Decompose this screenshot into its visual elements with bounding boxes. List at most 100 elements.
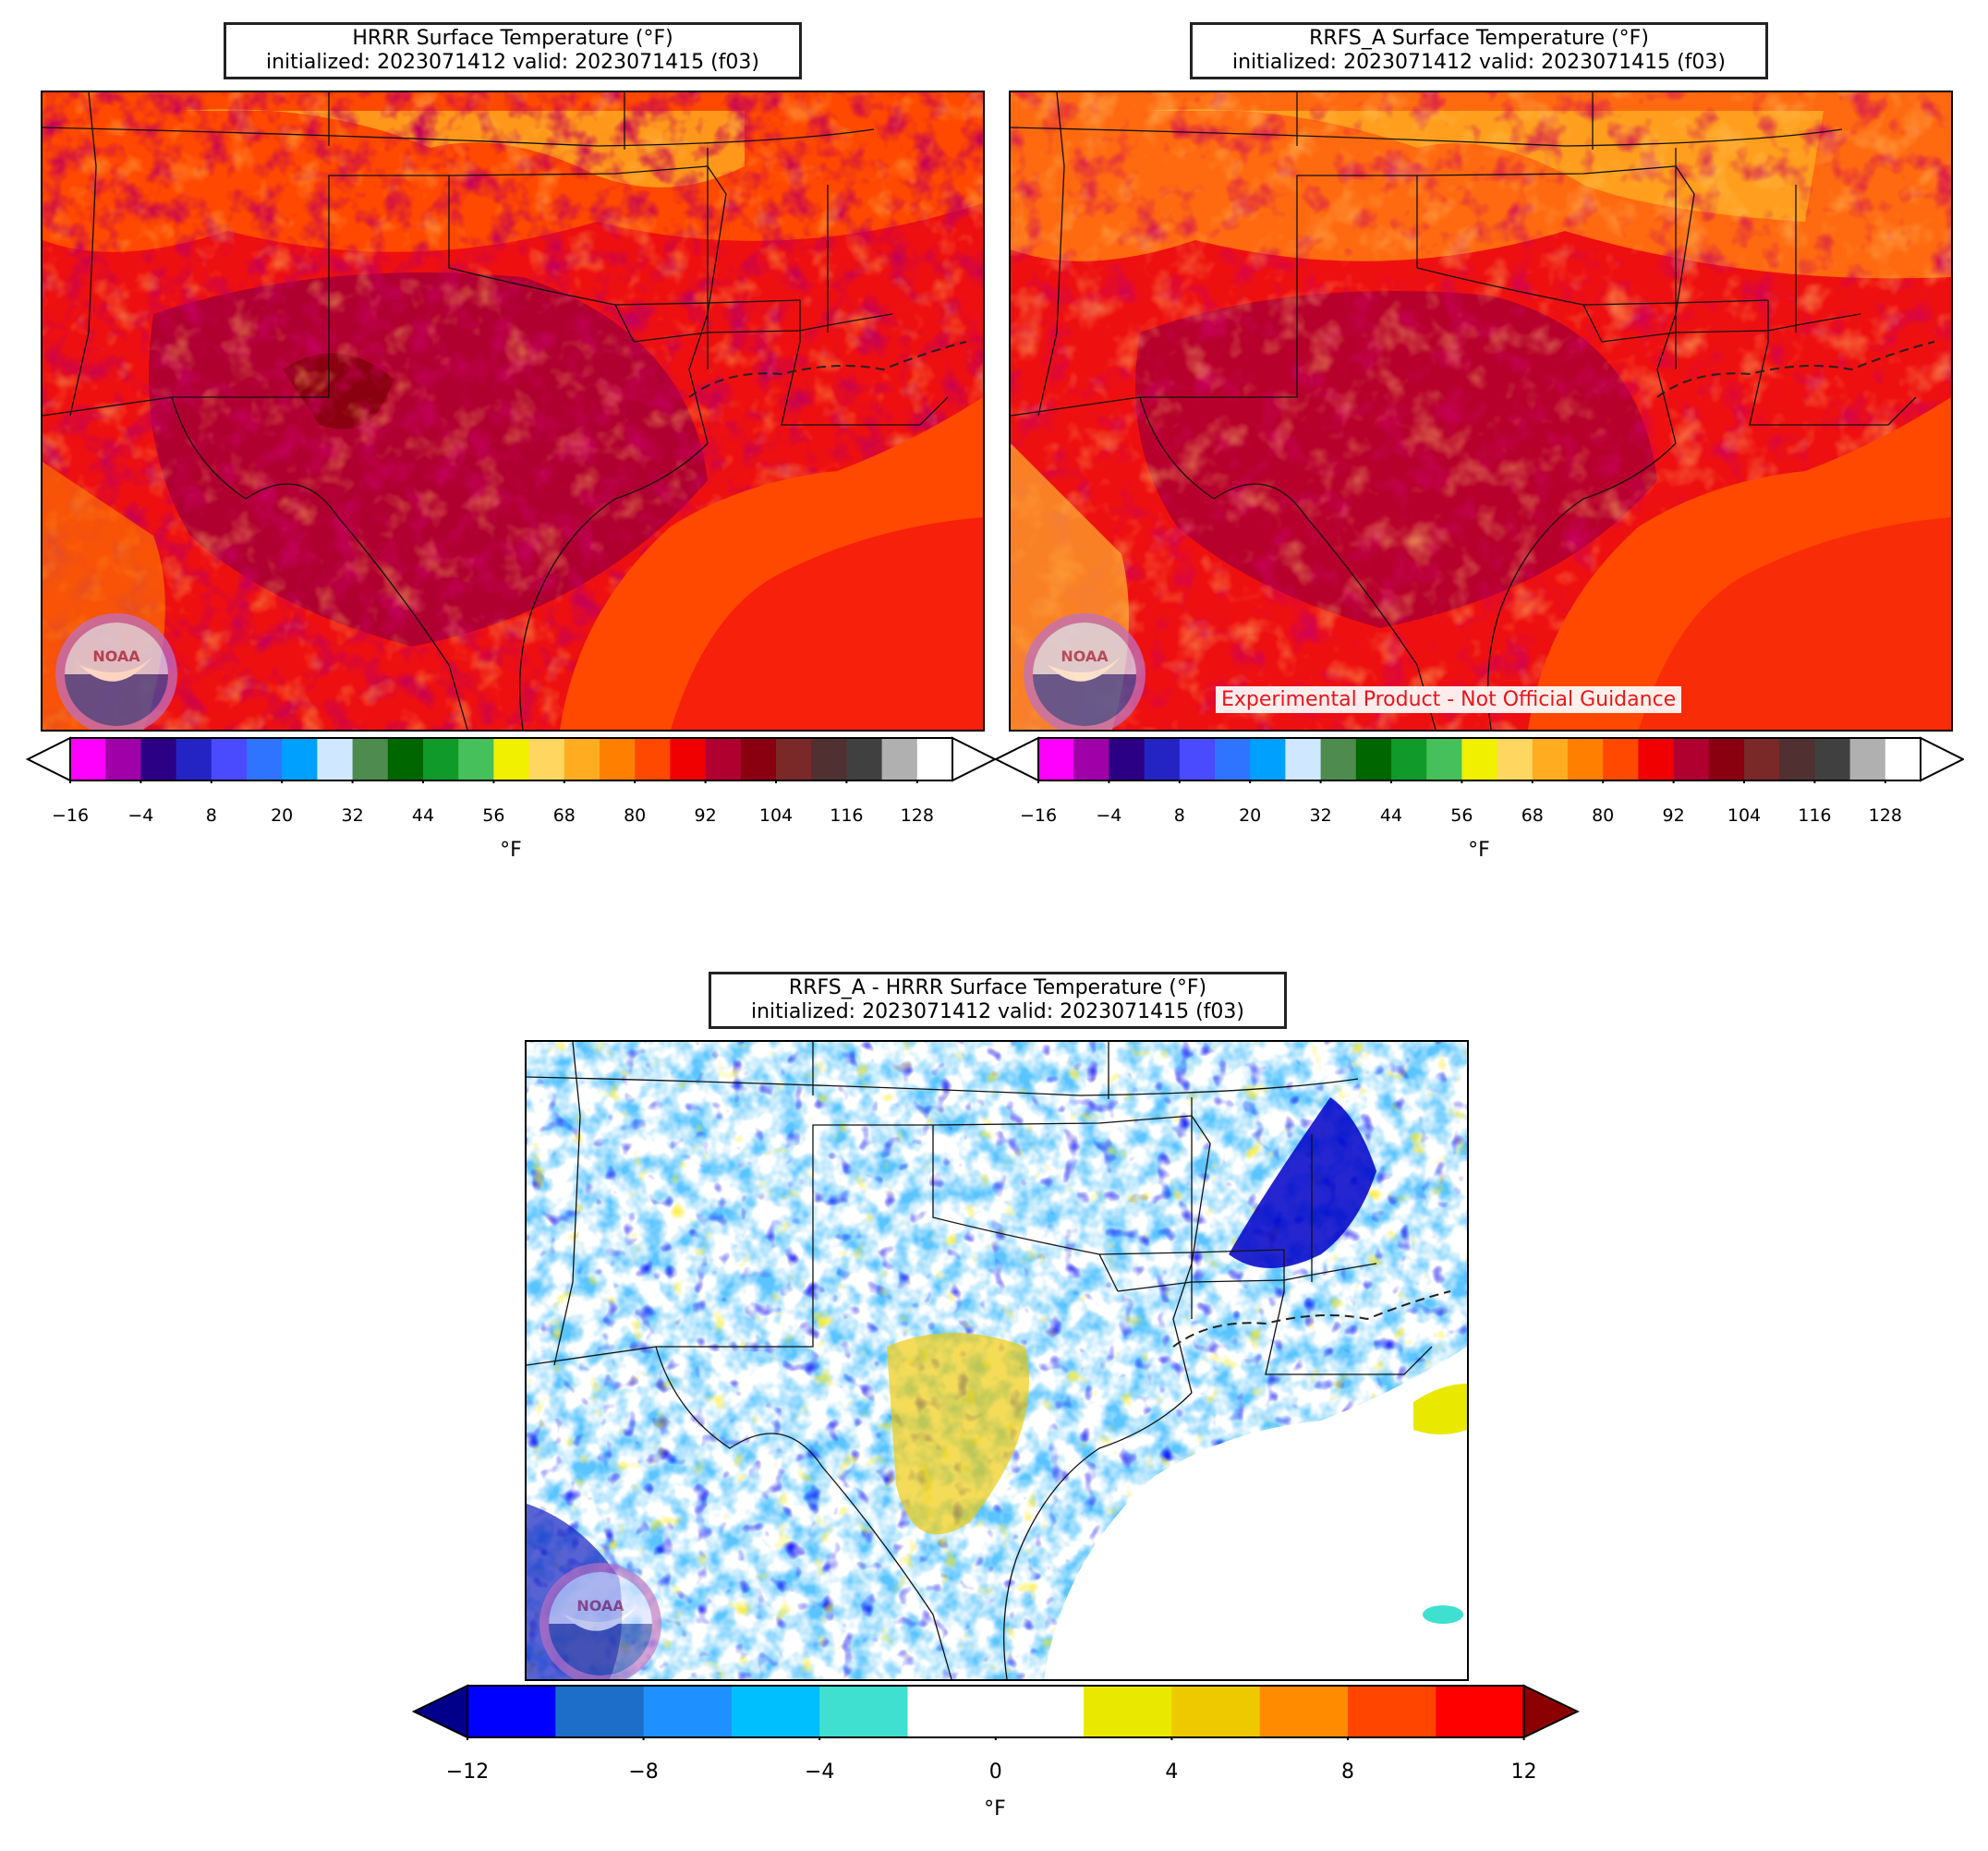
diff-map-canvas: NOAA — [527, 1042, 1467, 1679]
hrrr-title: HRRR Surface Temperature (°F) initialize… — [224, 22, 802, 79]
hrrr-title-line2: initialized: 2023071412 valid: 202307141… — [266, 51, 759, 74]
rrfs-colorbar-color-cell — [1532, 738, 1569, 780]
rrfs-title-line2: initialized: 2023071412 valid: 202307141… — [1232, 51, 1726, 74]
rrfs-colorbar-color-cell — [1426, 738, 1462, 780]
hrrr-colorbar-color-cell — [776, 738, 812, 780]
hrrr-colorbar-color-cell — [600, 738, 636, 780]
hrrr-colorbar-tick-label: 20 — [271, 805, 294, 826]
rrfs-colorbar-tick-label: 56 — [1450, 805, 1473, 826]
rrfs-colorbar-color-cell — [1215, 738, 1251, 780]
hrrr-temp-colorbar — [26, 736, 996, 783]
hrrr-colorbar-under-arrow — [26, 736, 71, 782]
hrrr-colorbar-color-cell — [387, 738, 424, 780]
hrrr-colorbar-color-cell — [458, 738, 494, 780]
hrrr-colorbar-color-cell — [423, 738, 459, 780]
rrfs-colorbar-color-cell — [1638, 738, 1675, 780]
hrrr-colorbar-color-cell — [811, 738, 847, 780]
rrfs-colorbar-tick-label: 20 — [1239, 805, 1262, 826]
hrrr-colorbar-over-arrow — [952, 736, 996, 782]
hrrr-colorbar-tick-label: 92 — [694, 805, 717, 826]
diff-colorbar-color-cell — [1348, 1686, 1436, 1737]
rrfs-colorbar-color-cell — [1250, 738, 1286, 780]
hrrr-colorbar-color-cell — [317, 738, 354, 780]
rrfs-colorbar-color-cell — [1885, 738, 1921, 780]
noaa-logo-diff: NOAA — [539, 1563, 661, 1679]
hrrr-colorbar-color-cell — [635, 738, 671, 780]
hrrr-colorbar-tick-label: 56 — [482, 805, 505, 826]
rrfs-colorbar-color-cell — [1109, 738, 1146, 780]
hrrr-title-line1: HRRR Surface Temperature (°F) — [352, 27, 673, 50]
hrrr-colorbar-color-cell — [670, 738, 707, 780]
diff-colorbar-color-cell — [995, 1686, 1085, 1737]
rrfs-title-line1: RRFS_A Surface Temperature (°F) — [1309, 27, 1649, 50]
hrrr-colorbar-color-cell — [528, 738, 565, 780]
hrrr-colorbar-tick-label: −4 — [127, 805, 154, 826]
rrfs-colorbar-color-cell — [1144, 738, 1181, 780]
hrrr-colorbar-color-cell — [493, 738, 530, 780]
diff-colorbar-tick-label: −12 — [445, 1760, 490, 1784]
hrrr-colorbar-color-cell — [740, 738, 777, 780]
rrfs-colorbar-color-cell — [1814, 738, 1851, 780]
rrfs-temp-colorbar — [994, 736, 1964, 783]
diff-title: RRFS_A - HRRR Surface Temperature (°F) i… — [709, 972, 1287, 1029]
diff-colorbar — [412, 1684, 1580, 1740]
diff-colorbar-color-cell — [643, 1686, 733, 1737]
rrfs-colorbar-color-cell — [1497, 738, 1533, 780]
hrrr-colorbar-tick-label: 8 — [205, 805, 217, 826]
svg-text:NOAA: NOAA — [92, 647, 140, 665]
diff-colorbar-color-cell — [1171, 1686, 1261, 1737]
hrrr-colorbar-tick-label: 32 — [341, 805, 364, 826]
diff-colorbar-tick-label: 0 — [988, 1760, 1002, 1784]
diff-colorbar-tick-label: −8 — [628, 1760, 659, 1784]
hrrr-temp-colorbar-unit: °F — [500, 839, 522, 862]
hrrr-colorbar-color-cell — [705, 738, 742, 780]
hrrr-colorbar-color-cell — [211, 738, 248, 780]
diff-colorbar-under-arrow — [412, 1684, 468, 1739]
hrrr-colorbar-color-cell — [70, 738, 106, 780]
rrfs-colorbar-color-cell — [1355, 738, 1392, 780]
diff-colorbar-color-cell — [907, 1686, 997, 1737]
rrfs-colorbar-color-cell — [1779, 738, 1815, 780]
noaa-logo-hrrr: NOAA — [55, 613, 177, 730]
rrfs-map: NOAA Experimental Product - Not Official… — [1009, 91, 1953, 732]
hrrr-colorbar-tick-label: 44 — [411, 805, 435, 826]
rrfs-colorbar-color-cell — [1673, 738, 1710, 780]
diff-colorbar-color-cell — [555, 1686, 645, 1737]
rrfs-colorbar-color-cell — [1320, 738, 1357, 780]
rrfs-colorbar-tick-label: 80 — [1592, 805, 1615, 826]
rrfs-colorbar-color-cell — [1179, 738, 1216, 780]
hrrr-colorbar-tick-label: 80 — [624, 805, 647, 826]
rrfs-colorbar-tick-label: 32 — [1309, 805, 1332, 826]
rrfs-colorbar-over-arrow — [1920, 736, 1964, 782]
rrfs-colorbar-color-cell — [1461, 738, 1498, 780]
hrrr-colorbar-color-cell — [105, 738, 141, 780]
rrfs-colorbar-color-cell — [1708, 738, 1745, 780]
rrfs-colorbar-color-cell — [1285, 738, 1322, 780]
diff-colorbar-color-cell — [1084, 1686, 1172, 1737]
hrrr-map-canvas: NOAA — [42, 92, 983, 730]
rrfs-colorbar-tick-label: 92 — [1662, 805, 1685, 826]
diff-colorbar-tick-label: 4 — [1165, 1760, 1179, 1784]
diff-colorbar-tick-label: −4 — [804, 1760, 835, 1784]
rrfs-colorbar-color-cell — [1568, 738, 1604, 780]
hrrr-colorbar-color-cell — [881, 738, 918, 780]
diff-colorbar-color-cell — [467, 1686, 556, 1737]
diff-title-line1: RRFS_A - HRRR Surface Temperature (°F) — [788, 976, 1207, 999]
svg-text:NOAA: NOAA — [576, 1597, 624, 1615]
experimental-notice: Experimental Product - Not Official Guid… — [1216, 686, 1682, 713]
rrfs-colorbar-color-cell — [1038, 738, 1074, 780]
rrfs-colorbar-under-arrow — [994, 736, 1039, 782]
hrrr-colorbar-color-cell — [916, 738, 952, 780]
diff-colorbar-color-cell — [1259, 1686, 1349, 1737]
hrrr-colorbar-color-cell — [140, 738, 177, 780]
rrfs-colorbar-tick-label: 68 — [1521, 805, 1544, 826]
rrfs-colorbar-color-cell — [1849, 738, 1886, 780]
hrrr-colorbar-tick-label: 116 — [830, 805, 864, 826]
diff-colorbar-color-cell — [1436, 1686, 1525, 1737]
hrrr-temp-colorbar-ticks: −16 −4 8 20 32 44 56 68 80 92 104 116 128 — [0, 805, 1016, 833]
rrfs-colorbar-tick-label: 128 — [1868, 805, 1902, 826]
hrrr-map: NOAA — [41, 91, 985, 732]
diff-colorbar-tick-label: 12 — [1510, 1760, 1537, 1784]
rrfs-colorbar-color-cell — [1073, 738, 1109, 780]
rrfs-colorbar-tick-label: −16 — [1019, 805, 1058, 826]
